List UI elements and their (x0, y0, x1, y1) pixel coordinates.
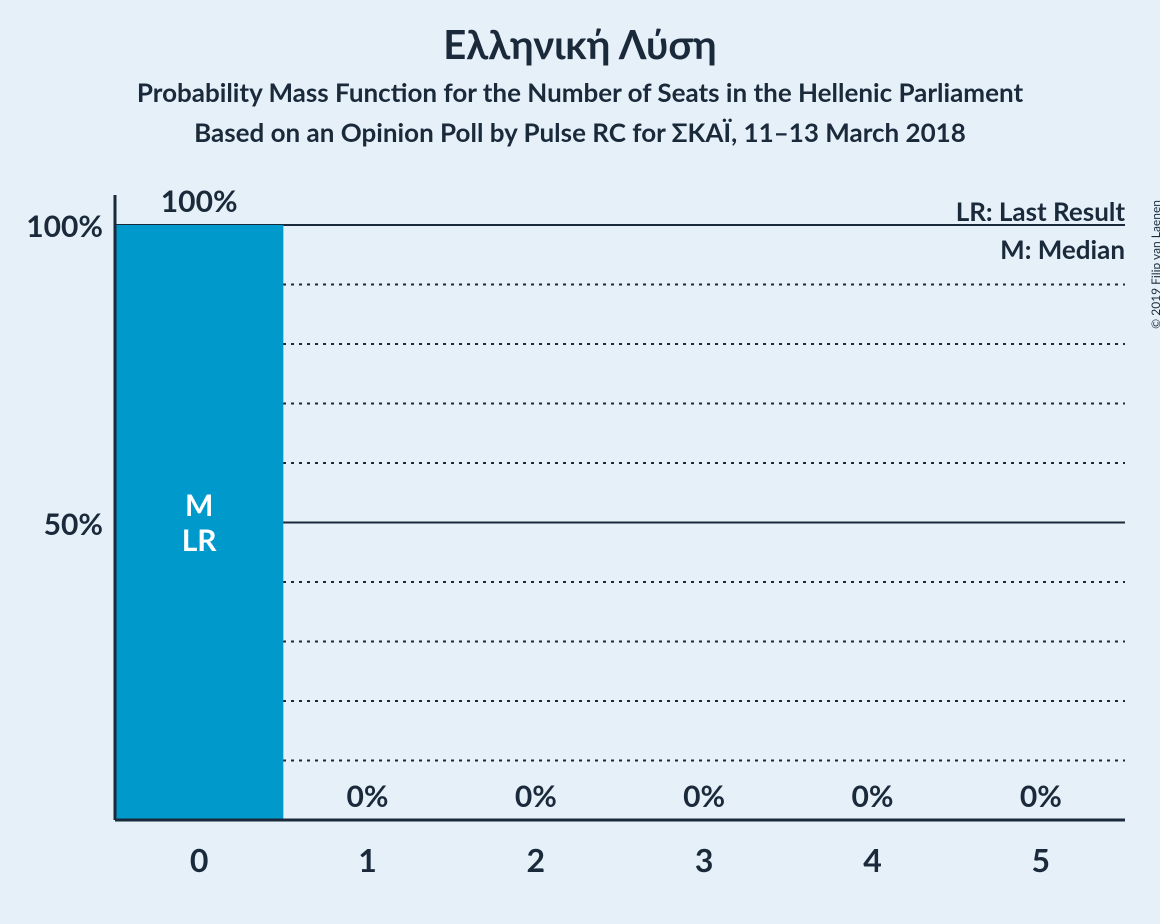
bar-value-label: 100% (115, 183, 283, 219)
legend-item: LR: Last Result (956, 195, 1125, 227)
in-bar-label: M (115, 488, 283, 523)
x-axis-label: 3 (654, 840, 754, 879)
chart-canvas: Ελληνική Λύση Probability Mass Function … (0, 0, 1160, 924)
x-axis-label: 4 (823, 840, 923, 879)
bar-value-label: 0% (957, 778, 1125, 814)
x-axis-label: 5 (991, 840, 1091, 879)
in-bar-label: LR (115, 523, 283, 558)
bar-value-label: 0% (620, 778, 788, 814)
bar-value-label: 0% (788, 778, 956, 814)
bar-value-label: 0% (283, 778, 451, 814)
in-bar-label-group: MLR (115, 488, 283, 557)
x-axis-label: 0 (149, 840, 249, 879)
y-axis-label: 100% (26, 208, 103, 244)
y-axis-label: 50% (44, 506, 103, 542)
bar-value-label: 0% (452, 778, 620, 814)
copyright-text: © 2019 Filip van Laenen (1148, 200, 1160, 329)
x-axis-label: 1 (318, 840, 418, 879)
x-axis-label: 2 (486, 840, 586, 879)
legend-item: M: Median (1000, 233, 1125, 265)
